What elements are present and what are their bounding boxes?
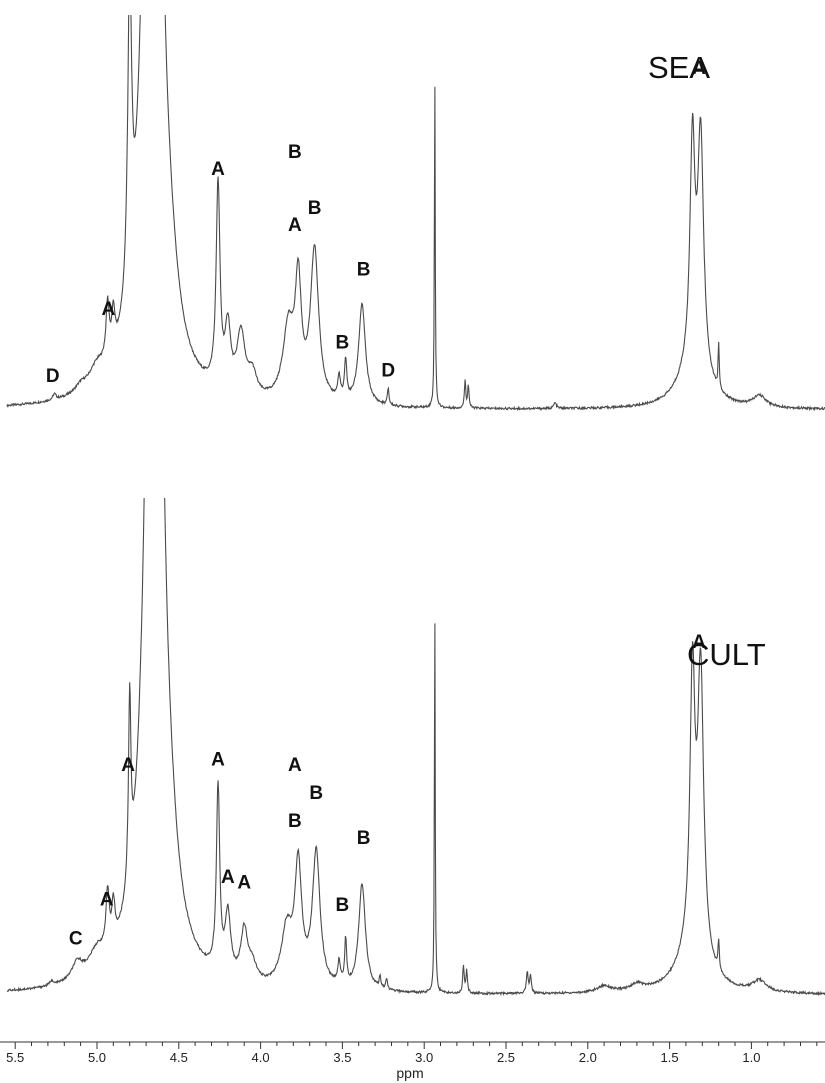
- x-tick-label: 4.0: [252, 1050, 270, 1065]
- peak-label: B: [336, 895, 350, 916]
- peak-label: A: [121, 755, 135, 776]
- x-tick-label: 3.0: [415, 1050, 433, 1065]
- peak-label: A: [288, 755, 302, 776]
- cult-spectrum-line: [6, 498, 825, 997]
- ppm-axis: 5.5 5.0 4.5 4.0 3.5 3.0 2.5 2.0 1.5 1.0 ppm: [0, 1041, 825, 1081]
- peak-label: A: [102, 299, 116, 320]
- peak-label: A: [692, 632, 706, 653]
- x-tick-label: 1.0: [742, 1050, 760, 1065]
- peak-label: B: [288, 142, 302, 163]
- peak-label: B: [308, 198, 322, 219]
- peak-label: A: [692, 58, 706, 79]
- peak-label: A: [237, 873, 251, 894]
- peak-label: B: [309, 783, 323, 804]
- peak-label: A: [211, 749, 225, 770]
- x-tick-label: 2.0: [579, 1050, 597, 1065]
- x-tick-label: 4.5: [170, 1050, 188, 1065]
- peak-label: D: [381, 360, 395, 381]
- peak-label: B: [357, 828, 371, 849]
- x-axis-title: ppm: [396, 1065, 423, 1081]
- peak-label: C: [69, 929, 83, 950]
- x-tick-label: 3.5: [333, 1050, 351, 1065]
- peak-label: B: [288, 811, 302, 832]
- sea-spectrum-line: [6, 15, 825, 412]
- peak-label: A: [221, 867, 235, 888]
- x-tick-label: 5.5: [6, 1050, 24, 1065]
- x-tick-label: 5.0: [88, 1050, 106, 1065]
- peak-label: B: [357, 260, 371, 281]
- sea-panel-title: SEA: [648, 50, 710, 85]
- x-tick-label: 1.5: [661, 1050, 679, 1065]
- peak-label: A: [211, 159, 225, 180]
- peak-label: B: [336, 332, 350, 353]
- peak-label: A: [100, 889, 114, 910]
- x-tick-label: 2.5: [497, 1050, 515, 1065]
- peak-label: A: [288, 215, 302, 236]
- cult-panel-title: CULT: [687, 637, 766, 672]
- peak-label: D: [46, 366, 60, 387]
